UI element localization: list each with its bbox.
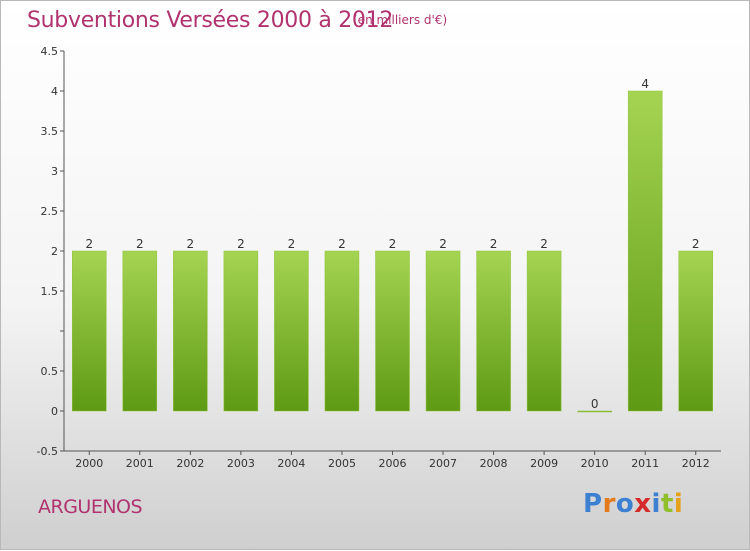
logo-letter: o — [615, 489, 635, 519]
bar — [223, 250, 259, 412]
y-tick-label: 0 — [51, 405, 58, 418]
bar-value-label: 2 — [187, 237, 195, 251]
bar — [122, 250, 158, 412]
bar — [324, 250, 360, 412]
logo-letter: i — [651, 489, 661, 519]
logo-letter: t — [660, 489, 674, 519]
bar — [173, 250, 208, 412]
bar-value-label: 2 — [338, 237, 346, 251]
logo-letter: P — [583, 489, 603, 519]
bar — [526, 250, 562, 412]
y-tick-label: 3.5 — [41, 125, 59, 138]
x-tick-label: 2004 — [277, 457, 305, 470]
bar-value-label: 2 — [490, 237, 498, 251]
chart-bars — [72, 90, 713, 413]
chart-data-labels: 2 2 2 2 2 2 2 2 2 2 0 4 2 — [85, 77, 699, 411]
x-tick-label: 2011 — [631, 457, 659, 470]
x-tick-label: 2000 — [75, 457, 103, 470]
x-tick-label: 2009 — [530, 457, 558, 470]
bar-value-label: 2 — [439, 237, 447, 251]
proxiti-logo[interactable]: Proxiti — [583, 489, 683, 519]
y-tick-label: 0.5 — [41, 365, 59, 378]
x-tick-label: 2003 — [227, 457, 255, 470]
y-tick-label: 3 — [51, 165, 58, 178]
bar — [476, 250, 511, 412]
y-tick-label: 2.5 — [41, 205, 59, 218]
bar — [678, 250, 713, 412]
bar-value-label: 0 — [591, 397, 599, 411]
bar — [72, 250, 107, 412]
x-tick-label: 2007 — [429, 457, 457, 470]
commune-name: ARGUENOS — [38, 496, 143, 518]
x-tick-label: 2010 — [581, 457, 609, 470]
bar-value-label: 2 — [288, 237, 296, 251]
y-tick-label: 4.5 — [41, 45, 59, 58]
bar-value-label: 2 — [389, 237, 397, 251]
x-tick-label: 2002 — [176, 457, 204, 470]
bar-value-label: 2 — [85, 237, 93, 251]
bar — [577, 410, 612, 413]
x-tick-label: 2001 — [126, 457, 154, 470]
logo-letter: x — [634, 489, 652, 519]
logo-letter: i — [673, 489, 684, 519]
logo-letter: r — [602, 489, 616, 519]
bar — [274, 250, 309, 412]
y-tick-label: 1.5 — [41, 285, 59, 298]
bar — [627, 90, 663, 412]
y-tick-label: -0.5 — [37, 445, 58, 458]
x-tick-label: 2006 — [379, 457, 407, 470]
bar-value-label: 2 — [237, 237, 245, 251]
x-tick-label: 2012 — [682, 457, 710, 470]
y-tick-label: 4 — [51, 85, 58, 98]
chart-axes: -0.5 0 0.5 1.5 2 2.5 3 3.5 4 4.5 2000 2001 2002 2003 2… — [37, 45, 721, 470]
y-tick-label: 2 — [51, 245, 58, 258]
bar-value-label: 2 — [136, 237, 144, 251]
chart-subtitle: (en milliers d'€) — [353, 13, 448, 27]
bar — [425, 250, 461, 412]
bar-value-label: 4 — [641, 77, 649, 91]
x-tick-label: 2008 — [480, 457, 508, 470]
bar — [375, 250, 410, 412]
bar-value-label: 2 — [540, 237, 548, 251]
bar-value-label: 2 — [692, 237, 700, 251]
x-tick-label: 2005 — [328, 457, 356, 470]
chart-title: Subventions Versées 2000 à 2012 — [27, 8, 394, 33]
